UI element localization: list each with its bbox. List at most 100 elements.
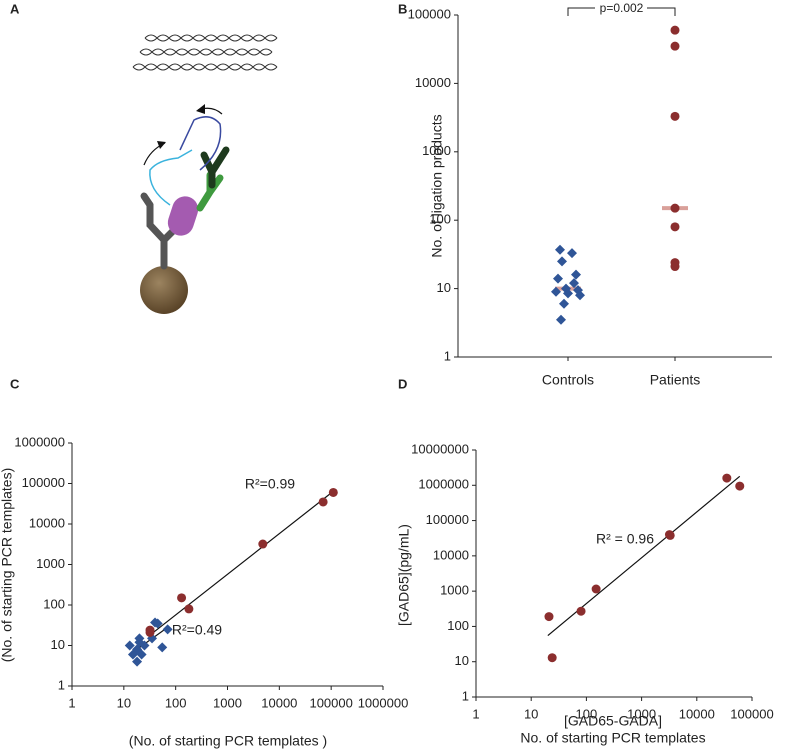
y-tick-label: 10000 bbox=[433, 547, 469, 562]
point bbox=[544, 612, 554, 622]
annotation: p=0.002 bbox=[600, 1, 644, 15]
x-tick-label: 1000000 bbox=[358, 695, 409, 710]
point bbox=[318, 497, 328, 507]
oligo bbox=[179, 116, 222, 171]
point bbox=[670, 25, 680, 35]
point bbox=[258, 539, 268, 549]
y-tick-label: 1000000 bbox=[418, 477, 469, 492]
point bbox=[559, 298, 569, 309]
y-tick-label: 1000 bbox=[36, 556, 65, 571]
point bbox=[670, 262, 680, 272]
oligo bbox=[149, 149, 193, 206]
y-tick-label: 100 bbox=[447, 618, 469, 633]
point bbox=[670, 111, 680, 121]
y-tick-label: 1000 bbox=[422, 143, 451, 158]
point bbox=[328, 487, 338, 497]
x-tick-label: 10000 bbox=[261, 695, 297, 710]
arrowhead bbox=[196, 104, 205, 114]
x-axis-label: No. of starting PCR templates bbox=[520, 730, 705, 746]
y-axis-label: No. of ligation products bbox=[429, 114, 445, 257]
x-tick-label: 1 bbox=[472, 706, 479, 721]
y-tick-label: 10 bbox=[455, 653, 469, 668]
y-tick-label: 100 bbox=[429, 212, 451, 227]
point bbox=[722, 473, 732, 483]
point bbox=[670, 203, 680, 213]
point bbox=[152, 618, 163, 629]
x-tick-label: Controls bbox=[542, 372, 594, 388]
y-tick-label: 10000 bbox=[29, 515, 65, 530]
point bbox=[571, 269, 581, 280]
detection-antibody-2 bbox=[200, 146, 230, 189]
point bbox=[670, 41, 680, 51]
bead bbox=[140, 266, 188, 314]
y-tick-label: 100000 bbox=[426, 512, 469, 527]
y-tick-label: 10000 bbox=[415, 75, 451, 90]
point bbox=[139, 640, 150, 651]
point bbox=[162, 624, 173, 635]
point bbox=[670, 222, 680, 232]
point bbox=[124, 640, 135, 651]
y-tick-label: 100000 bbox=[408, 6, 451, 21]
point bbox=[553, 273, 563, 284]
y-tick-label: 1000000 bbox=[14, 434, 65, 449]
x-tick-label: 10 bbox=[117, 695, 131, 710]
y-tick-label: 1 bbox=[58, 677, 65, 692]
bracket-label-bg bbox=[595, 2, 647, 16]
point bbox=[567, 248, 577, 259]
assay-diagram bbox=[132, 34, 278, 314]
x-tick-label: 10 bbox=[524, 706, 538, 721]
panel-label: A bbox=[10, 1, 20, 16]
x-tick-label: 1 bbox=[68, 695, 75, 710]
point bbox=[591, 584, 601, 594]
point bbox=[576, 606, 586, 616]
x-tick-label: 100000 bbox=[730, 706, 773, 721]
y-axis-label: [GAD65](pg/mL) bbox=[396, 524, 412, 626]
antigen bbox=[167, 196, 199, 236]
point bbox=[132, 656, 143, 667]
point bbox=[551, 286, 561, 297]
annotation: R²=0.49 bbox=[172, 622, 222, 638]
y-tick-label: 1 bbox=[462, 688, 469, 703]
x-tick-label: 1000 bbox=[627, 706, 656, 721]
y-tick-label: 10000000 bbox=[411, 441, 469, 456]
point bbox=[555, 244, 565, 255]
y-tick-label: 1000 bbox=[440, 583, 469, 598]
x-tick-label: 100000 bbox=[309, 695, 352, 710]
fit-line bbox=[148, 489, 336, 637]
panel-label: D bbox=[398, 376, 407, 391]
point bbox=[136, 649, 147, 660]
point bbox=[563, 288, 573, 299]
point bbox=[575, 290, 585, 301]
arrowhead bbox=[157, 141, 166, 149]
point bbox=[665, 530, 675, 540]
x-tick-label: 10000 bbox=[679, 706, 715, 721]
x-tick-label: 100 bbox=[165, 695, 187, 710]
point bbox=[184, 604, 194, 614]
point bbox=[556, 314, 566, 325]
point bbox=[177, 593, 187, 603]
point bbox=[569, 278, 579, 289]
y-tick-label: 100 bbox=[43, 596, 65, 611]
panel-label: B bbox=[398, 1, 407, 16]
x-axis-label: (No. of starting PCR templates ) bbox=[129, 733, 327, 749]
annotation: R² = 0.96 bbox=[596, 531, 654, 547]
x-tick-label: 100 bbox=[576, 706, 598, 721]
y-tick-label: 100000 bbox=[22, 475, 65, 490]
y-axis-label: (No. of starting PCR templates) bbox=[0, 468, 15, 663]
point bbox=[557, 256, 567, 267]
y-tick-label: 10 bbox=[437, 280, 451, 295]
x-tick-label: Patients bbox=[650, 372, 701, 388]
point bbox=[547, 653, 557, 663]
y-tick-label: 10 bbox=[51, 637, 65, 652]
annotation: R²=0.99 bbox=[245, 476, 295, 492]
point bbox=[157, 642, 168, 653]
point bbox=[145, 627, 155, 637]
x-tick-label: 1000 bbox=[213, 695, 242, 710]
panel-label: C bbox=[10, 376, 20, 391]
point bbox=[735, 481, 745, 491]
x-axis-label: [GAD65-GADA] bbox=[564, 713, 662, 729]
dna-strands bbox=[132, 34, 278, 71]
y-tick-label: 1 bbox=[444, 348, 451, 363]
